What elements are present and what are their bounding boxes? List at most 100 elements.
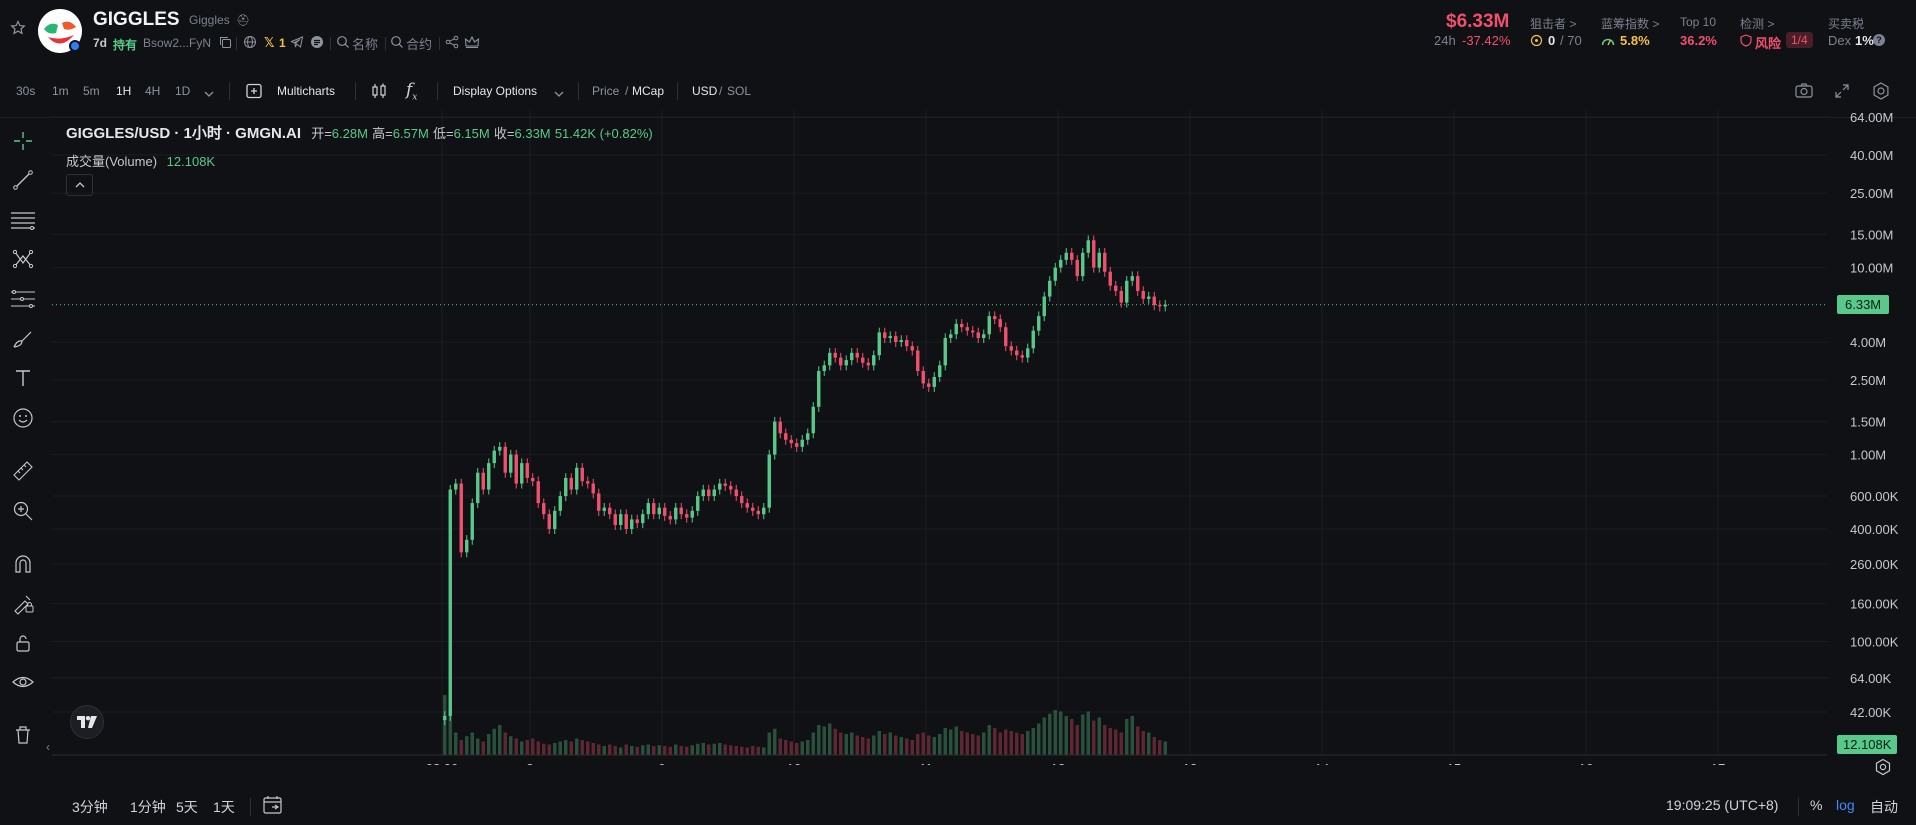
screenshot-icon[interactable] <box>1794 82 1814 105</box>
ruler-icon[interactable] <box>8 456 38 486</box>
volume-bar <box>817 725 821 755</box>
price-toggle[interactable]: Price <box>592 84 620 98</box>
candle-body <box>1086 240 1090 253</box>
multicharts-icon[interactable] <box>245 82 263 105</box>
snipers-value: 0 <box>1548 33 1556 48</box>
dex-label: Dex <box>1828 33 1852 48</box>
emoji-icon[interactable] <box>8 403 38 433</box>
crown-icon[interactable] <box>464 35 480 54</box>
share-icon[interactable] <box>445 35 459 54</box>
trash-icon[interactable] <box>8 720 38 750</box>
volume-bar <box>905 738 909 755</box>
unlock-icon[interactable] <box>8 628 38 658</box>
check-label[interactable]: 检测 > <box>1740 17 1775 31</box>
token-address[interactable]: Bsow2...FyN <box>143 36 212 50</box>
interval-dropdown-icon[interactable] <box>203 86 215 104</box>
candle-type-icon[interactable] <box>370 82 388 105</box>
price-axis[interactable]: 64.00M 40.00M 25.00M 15.00M 10.00M 4.00M 2.50M… <box>1850 110 1899 720</box>
brush-icon[interactable] <box>8 324 38 354</box>
volume-bar <box>932 737 936 755</box>
snipers-label[interactable]: 狙击者 > <box>1530 17 1577 31</box>
copy-icon[interactable] <box>219 36 232 54</box>
volume-bar <box>954 726 958 755</box>
x-twitter-icon[interactable]: 𝕏 <box>264 35 275 50</box>
collapse-legend-button[interactable] <box>66 174 93 196</box>
change-value: -37.42% <box>1462 33 1511 48</box>
search-contract-label[interactable]: 合约 <box>406 37 433 52</box>
interval-30s[interactable]: 30s <box>16 84 36 98</box>
clock-readout[interactable]: 19:09:25 (UTC+8) <box>1666 797 1779 813</box>
eye-icon[interactable] <box>8 667 38 697</box>
indicators-icon[interactable]: fx <box>406 80 418 103</box>
magnet-icon[interactable] <box>8 549 38 579</box>
help-icon[interactable]: ? <box>1873 34 1885 46</box>
interval-1h[interactable]: 1H <box>116 84 132 98</box>
interval-4h[interactable]: 4H <box>145 84 161 98</box>
legend-low-label: 低= <box>433 126 454 141</box>
mcap-toggle[interactable]: MCap <box>632 84 665 98</box>
usd-toggle[interactable]: USD <box>692 84 718 98</box>
interval-5m[interactable]: 5m <box>83 84 100 98</box>
candle-body <box>949 334 953 339</box>
legend-high-label: 高= <box>372 126 393 141</box>
trend-line-icon[interactable] <box>8 165 38 195</box>
time-axis-tick: 13 <box>1183 761 1197 765</box>
risk-label[interactable]: 风险 <box>1755 36 1782 51</box>
time-axis[interactable]: 08:00 8 9 10 11 12 13 14 15 16 17 <box>52 754 1827 776</box>
token-header: GIGGLES Giggles ⛑ 7d 持有 Bsow2...FyN 𝕏 1 … <box>0 0 1916 64</box>
candle-body <box>844 360 848 366</box>
price-chart[interactable]: 64.00M 40.00M 25.00M 15.00M 10.00M 4.00M 2.50M… <box>52 110 1916 776</box>
candle-body <box>1119 290 1123 303</box>
range-1min[interactable]: 1分钟 <box>130 799 166 815</box>
candle-body <box>850 352 854 361</box>
tradingview-logo[interactable] <box>70 705 104 739</box>
volume-bar <box>487 734 491 755</box>
candle-body <box>1015 350 1019 356</box>
candle-body <box>591 483 595 494</box>
volume-bar <box>1114 729 1118 755</box>
axis-settings-icon[interactable] <box>1874 758 1892 781</box>
sol-toggle[interactable]: SOL <box>727 84 752 98</box>
volume-bar <box>465 736 469 755</box>
range-3min[interactable]: 3分钟 <box>72 799 108 815</box>
volume-bar <box>910 740 914 755</box>
zoom-in-icon[interactable] <box>8 496 38 526</box>
crosshair-icon[interactable] <box>8 126 38 156</box>
date-range-icon[interactable] <box>262 795 284 820</box>
volume-bar <box>564 740 568 755</box>
search-name-label[interactable]: 名称 <box>352 37 379 52</box>
pattern-icon[interactable] <box>8 244 38 274</box>
range-5d[interactable]: 5天 <box>176 799 198 815</box>
search-contract-icon[interactable] <box>390 35 404 54</box>
multicharts-button[interactable]: Multicharts <box>277 84 336 98</box>
range-1d[interactable]: 1天 <box>213 799 235 815</box>
auto-toggle[interactable]: 自动 <box>1870 799 1898 815</box>
fullscreen-icon[interactable] <box>1833 82 1851 105</box>
display-options-button[interactable]: Display Options <box>453 84 538 98</box>
divider <box>437 82 438 100</box>
interval-1d[interactable]: 1D <box>175 84 191 98</box>
forecast-icon[interactable] <box>8 284 38 314</box>
candle-body <box>861 357 865 363</box>
log-toggle[interactable]: log <box>1836 797 1855 813</box>
horizontal-lines-icon[interactable] <box>8 205 38 235</box>
bluechip-label[interactable]: 蓝筹指数 > <box>1601 17 1660 31</box>
display-options-dropdown-icon[interactable] <box>553 86 565 104</box>
search-name-icon[interactable] <box>336 35 350 54</box>
telegram-icon[interactable] <box>290 35 304 54</box>
candle-body <box>954 323 958 335</box>
pump-icon[interactable] <box>310 35 324 54</box>
percent-toggle[interactable]: % <box>1810 797 1823 813</box>
volume-bar <box>701 743 705 755</box>
volume-bar <box>1092 720 1096 755</box>
text-icon[interactable] <box>8 363 38 393</box>
bluechip-value: 5.8% <box>1620 33 1650 48</box>
collapse-toolbar-icon[interactable]: ‹ <box>46 740 50 754</box>
lock-drawings-icon[interactable] <box>8 588 38 618</box>
candlestick-chart[interactable]: 64.00M 40.00M 25.00M 15.00M 10.00M 4.00M 2.50M… <box>52 110 1916 776</box>
settings-icon[interactable] <box>1871 81 1891 106</box>
volume-bar <box>965 732 969 755</box>
interval-1m[interactable]: 1m <box>52 84 69 98</box>
star-icon[interactable] <box>10 20 26 41</box>
website-icon[interactable] <box>243 35 257 54</box>
